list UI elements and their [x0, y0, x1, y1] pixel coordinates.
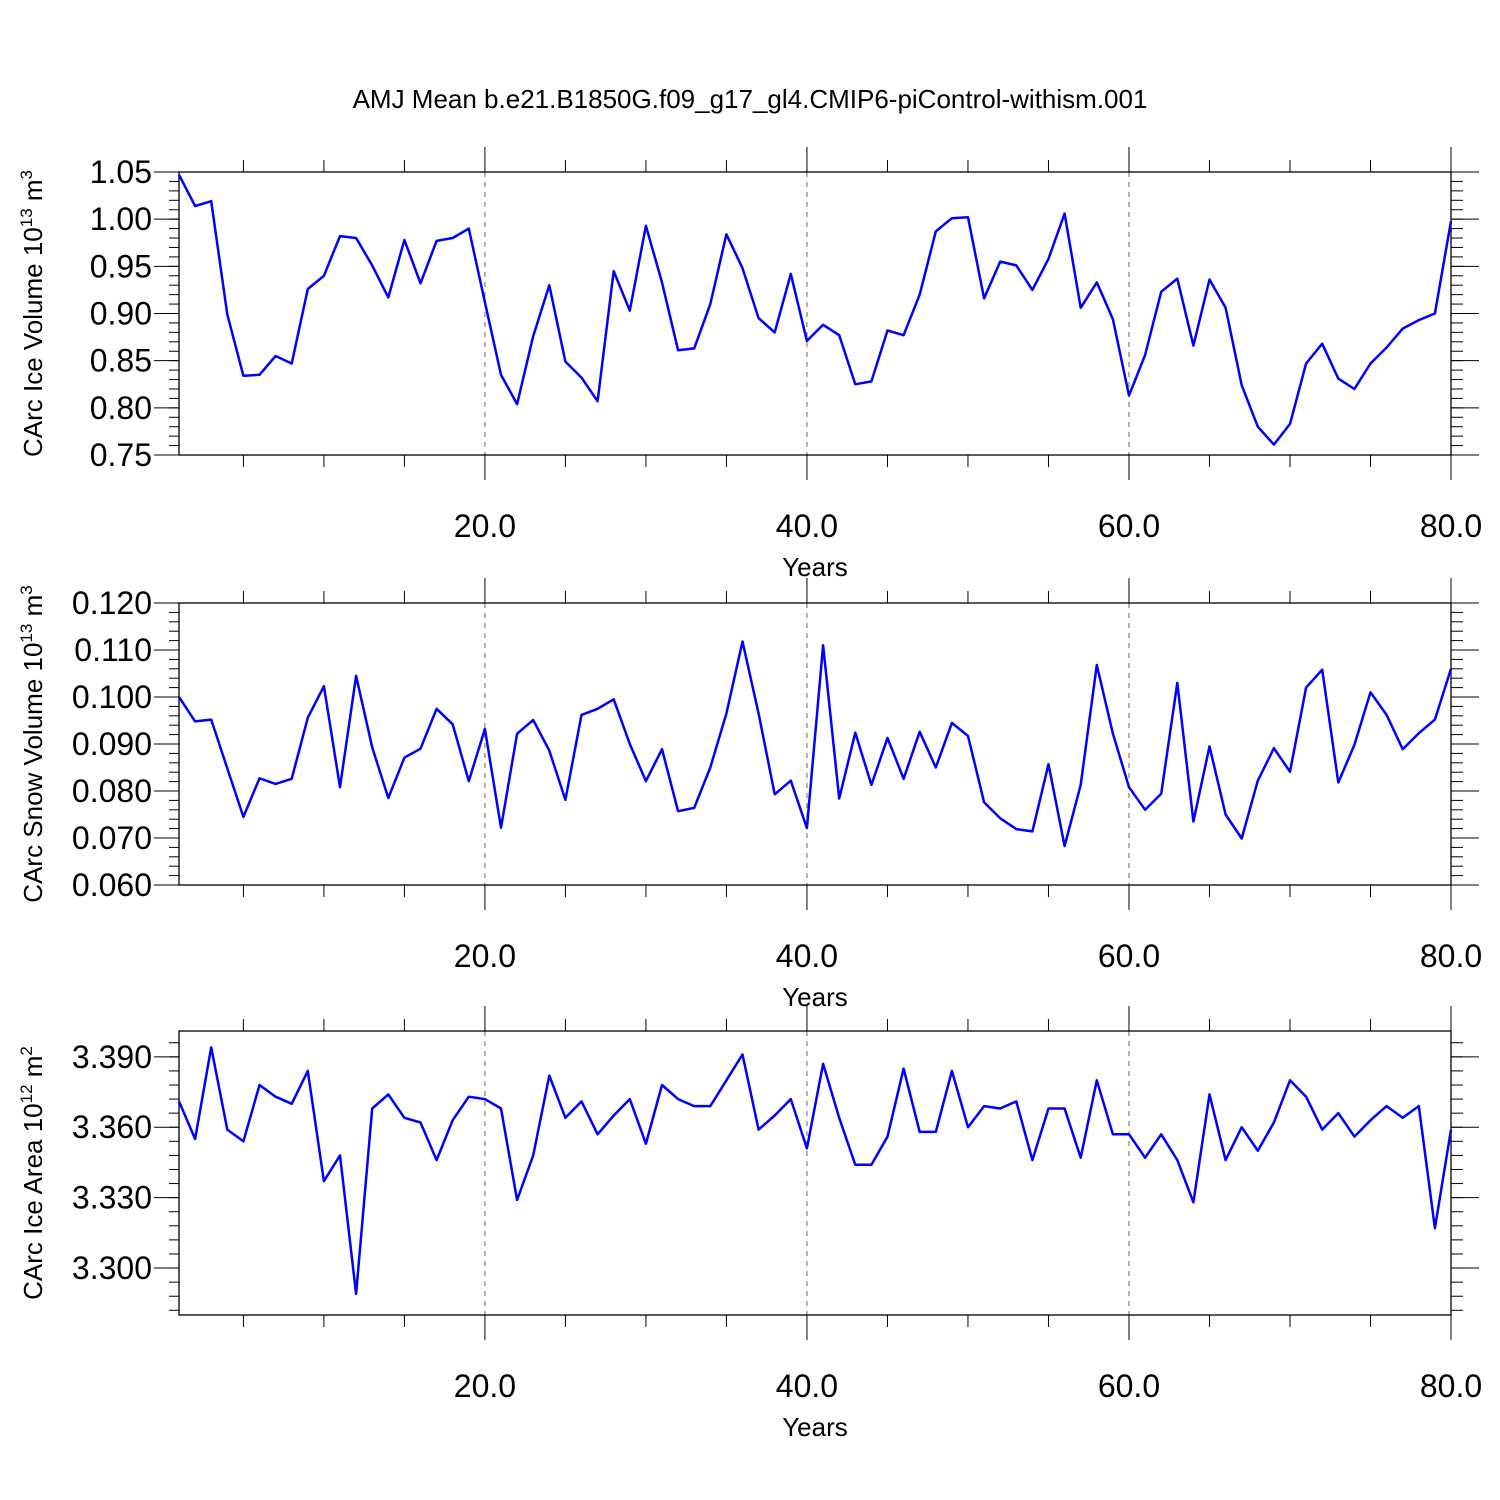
x-axis-title: Years: [782, 1412, 848, 1442]
y-axis-title-exponent: 13: [17, 208, 36, 227]
plot-frame: [178, 1030, 1452, 1316]
x-tick-label: 20.0: [454, 508, 516, 544]
y-axis-title-unit-exponent: 3: [17, 170, 36, 179]
series-line: [177, 1046, 1453, 1296]
y-tick-label: 0.080: [72, 773, 152, 809]
y-axis-title-unit: m: [18, 595, 48, 624]
chart-panel-1: 0.75 0.80 0.85 0.90 0.95 1.00 1.05 20.0 40.0 60.0…: [17, 147, 1482, 582]
y-axis-title-exponent: 13: [17, 624, 36, 643]
x-tick-label: 60.0: [1098, 1368, 1160, 1404]
y-axis-title-unit: m: [18, 1056, 48, 1085]
y-tick-label: 3.360: [72, 1109, 152, 1145]
y-tick-label: 1.00: [90, 201, 152, 237]
y-tick-label: 0.75: [90, 437, 152, 473]
y-tick-label: 0.95: [90, 248, 152, 284]
x-tick-label: 20.0: [454, 1368, 516, 1404]
y-tick-label: 3.300: [72, 1250, 152, 1286]
x-tick-label: 60.0: [1098, 508, 1160, 544]
y-tick-label: 3.330: [72, 1180, 152, 1216]
y-axis-title-main: CArc Ice Volume 10: [18, 227, 48, 457]
y-axis-title-main: CArc Ice Area 10: [18, 1103, 48, 1300]
y-axis-title: CArc Ice Volume 1013 m3: [17, 170, 48, 457]
y-axis-title-unit-exponent: 3: [17, 585, 36, 594]
x-tick-label: 40.0: [776, 938, 838, 974]
y-tick-label: 0.060: [72, 867, 152, 903]
series-line: [177, 174, 1453, 446]
y-axis-title-unit: m: [18, 179, 48, 208]
y-tick-label: 0.100: [72, 679, 152, 715]
y-tick-label: 0.110: [74, 632, 152, 668]
x-tick-label: 20.0: [454, 938, 516, 974]
x-tick-label: 60.0: [1098, 938, 1160, 974]
x-axis-title: Years: [782, 982, 848, 1012]
figure-title: AMJ Mean b.e21.B1850G.f09_g17_gl4.CMIP6-…: [353, 84, 1148, 114]
y-tick-label: 0.85: [90, 343, 152, 379]
x-tick-label: 80.0: [1420, 508, 1482, 544]
x-axis-title: Years: [782, 552, 848, 582]
y-axis-title-unit-exponent: 2: [17, 1046, 36, 1055]
y-tick-label: 1.05: [90, 154, 152, 190]
y-tick-label: 0.80: [90, 390, 152, 426]
series-line: [177, 640, 1453, 848]
panels: 0.75 0.80 0.85 0.90 0.95 1.00 1.05 20.0 40.0 60.0…: [17, 147, 1482, 1442]
x-tick-label: 40.0: [776, 1368, 838, 1404]
y-axis-title: CArc Ice Area 1012 m2: [17, 1046, 48, 1300]
y-tick-label: 0.070: [72, 820, 152, 856]
y-axis-title-exponent: 12: [17, 1084, 36, 1103]
chart-panel-3: 3.300 3.330 3.360 3.390 20.0 40.0 60.0 80.0 Year…: [17, 1006, 1482, 1442]
y-axis-title: CArc Snow Volume 1013 m3: [17, 585, 48, 902]
y-tick-label: 0.090: [72, 726, 152, 762]
x-tick-label: 40.0: [776, 508, 838, 544]
x-tick-label: 80.0: [1420, 1368, 1482, 1404]
x-tick-label: 80.0: [1420, 938, 1482, 974]
y-axis-title-main: CArc Snow Volume 10: [18, 643, 48, 903]
y-tick-label: 3.390: [72, 1039, 152, 1075]
y-tick-label: 0.120: [72, 585, 152, 621]
y-tick-label: 0.90: [90, 296, 152, 332]
chart-panel-2: 0.060 0.070 0.080 0.090 0.100 0.110 0.120 20.0 4…: [17, 578, 1482, 1012]
